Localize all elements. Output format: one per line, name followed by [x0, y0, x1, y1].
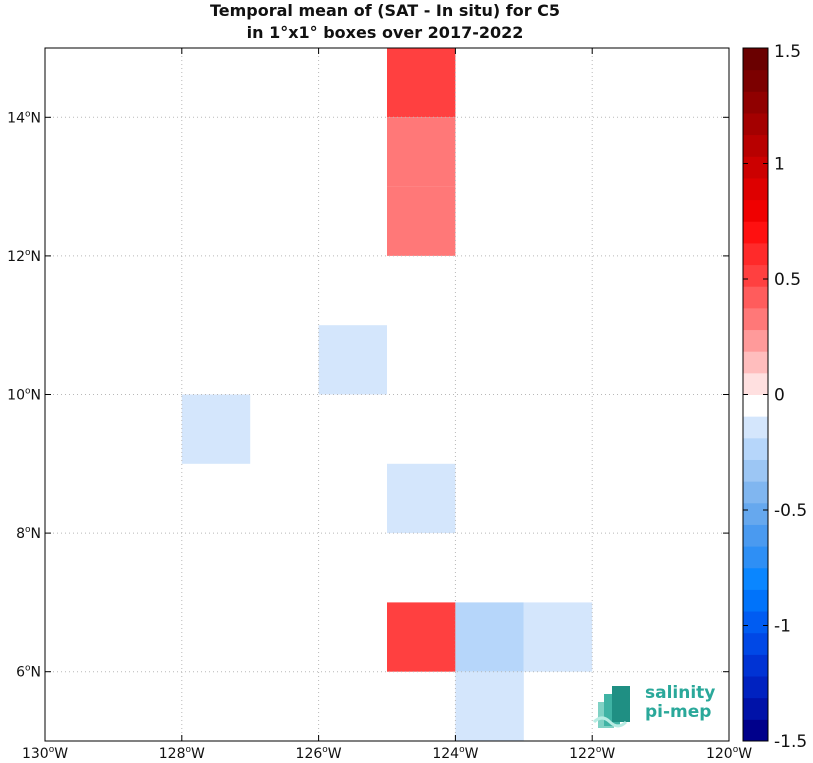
colorbar-segment — [743, 134, 768, 157]
heatmap-cell — [318, 325, 387, 395]
colorbar-segment — [743, 199, 768, 222]
x-tick-label: 120oW — [706, 745, 752, 762]
colorbar-tick-label: 0.5 — [774, 270, 801, 290]
colorbar-segment — [743, 654, 768, 677]
colorbar-segment — [743, 567, 768, 590]
x-tick-label: 126oW — [296, 745, 342, 762]
x-tick-label: 128oW — [159, 745, 205, 762]
colorbar-segment — [743, 611, 768, 634]
heatmap-cell — [455, 671, 524, 741]
heatmap-cell — [387, 117, 456, 187]
colorbar-segment — [743, 177, 768, 201]
y-axis-ticks: 6oN 8oN 10oN 12oN 14oN — [7, 109, 729, 681]
chart-title: Temporal mean of (SAT - In situ) for C5 … — [0, 0, 770, 44]
colorbar-segment — [743, 546, 768, 569]
y-tick-label: 6oN — [16, 664, 41, 681]
logo-text-line-2: pi-mep — [645, 702, 712, 722]
heatmap-cell — [455, 602, 524, 672]
x-tick-label: 122oW — [569, 745, 615, 762]
colorbar-segment — [743, 91, 768, 114]
colorbar-tick-label: 1 — [774, 155, 785, 175]
heatmap-cell — [387, 48, 456, 118]
colorbar-segment — [743, 264, 768, 287]
logo-text-line-1: salinity — [645, 683, 716, 703]
colorbar-segment — [743, 112, 768, 136]
colorbar-segment — [743, 502, 768, 525]
heatmap-cell — [387, 186, 456, 256]
colorbar-segment — [743, 437, 768, 460]
y-tick-label: 12oN — [7, 248, 41, 265]
logo-icon — [592, 686, 630, 728]
chart-title-line-1: Temporal mean of (SAT - In situ) for C5 — [209, 1, 561, 20]
colorbar-segment — [743, 351, 768, 374]
colorbar-segment — [743, 372, 768, 395]
colorbar-segment — [743, 676, 768, 699]
colorbar-tick-label: 0 — [774, 386, 785, 406]
colorbar-segment — [743, 221, 768, 244]
colorbar-segment — [743, 307, 768, 331]
heatmap-cell — [523, 602, 593, 672]
colorbar-segment — [743, 394, 768, 417]
colorbar-segment — [743, 481, 768, 504]
heatmap-cells — [181, 48, 593, 741]
x-tick-label: 124oW — [432, 745, 478, 762]
colorbar-tick-label: -1.5 — [774, 732, 807, 752]
colorbar-segment — [743, 242, 768, 266]
colorbar-tick-label: -1 — [774, 617, 791, 637]
colorbar-segment — [743, 329, 768, 352]
colorbar-segment — [743, 697, 768, 720]
colorbar-segment — [743, 589, 768, 612]
colorbar-segment — [743, 286, 768, 309]
colorbar-tick-label: -0.5 — [774, 501, 807, 521]
x-axis-ticks: 130oW 128oW 126oW 124oW 122oW 120oW — [22, 48, 752, 762]
colorbar-tick-label: 1.5 — [774, 42, 801, 62]
colorbar-segment — [743, 632, 768, 655]
colorbar-segment — [743, 69, 768, 92]
colorbar — [742, 47, 769, 742]
heatmap-cell — [181, 394, 251, 464]
x-tick-label: 130oW — [22, 745, 68, 762]
colorbar-segment — [743, 524, 768, 547]
y-tick-label: 14oN — [7, 109, 41, 126]
colorbar-ticks: 1.5 1 0.5 0 -0.5 -1 -1.5 — [743, 42, 807, 752]
colorbar-segment — [743, 156, 768, 179]
y-tick-label: 10oN — [7, 387, 41, 404]
colorbar-segment — [743, 48, 768, 71]
colorbar-segment — [743, 719, 768, 742]
colorbar-segment — [743, 459, 768, 482]
colorbar-segment — [743, 416, 768, 439]
chart-title-line-2: in 1°x1° boxes over 2017-2022 — [246, 23, 524, 42]
heatmap-cell — [387, 602, 456, 672]
heatmap-cell — [387, 463, 456, 534]
y-tick-label: 8oN — [16, 525, 41, 542]
salinity-pi-mep-logo: salinity pi-mep — [592, 682, 732, 732]
